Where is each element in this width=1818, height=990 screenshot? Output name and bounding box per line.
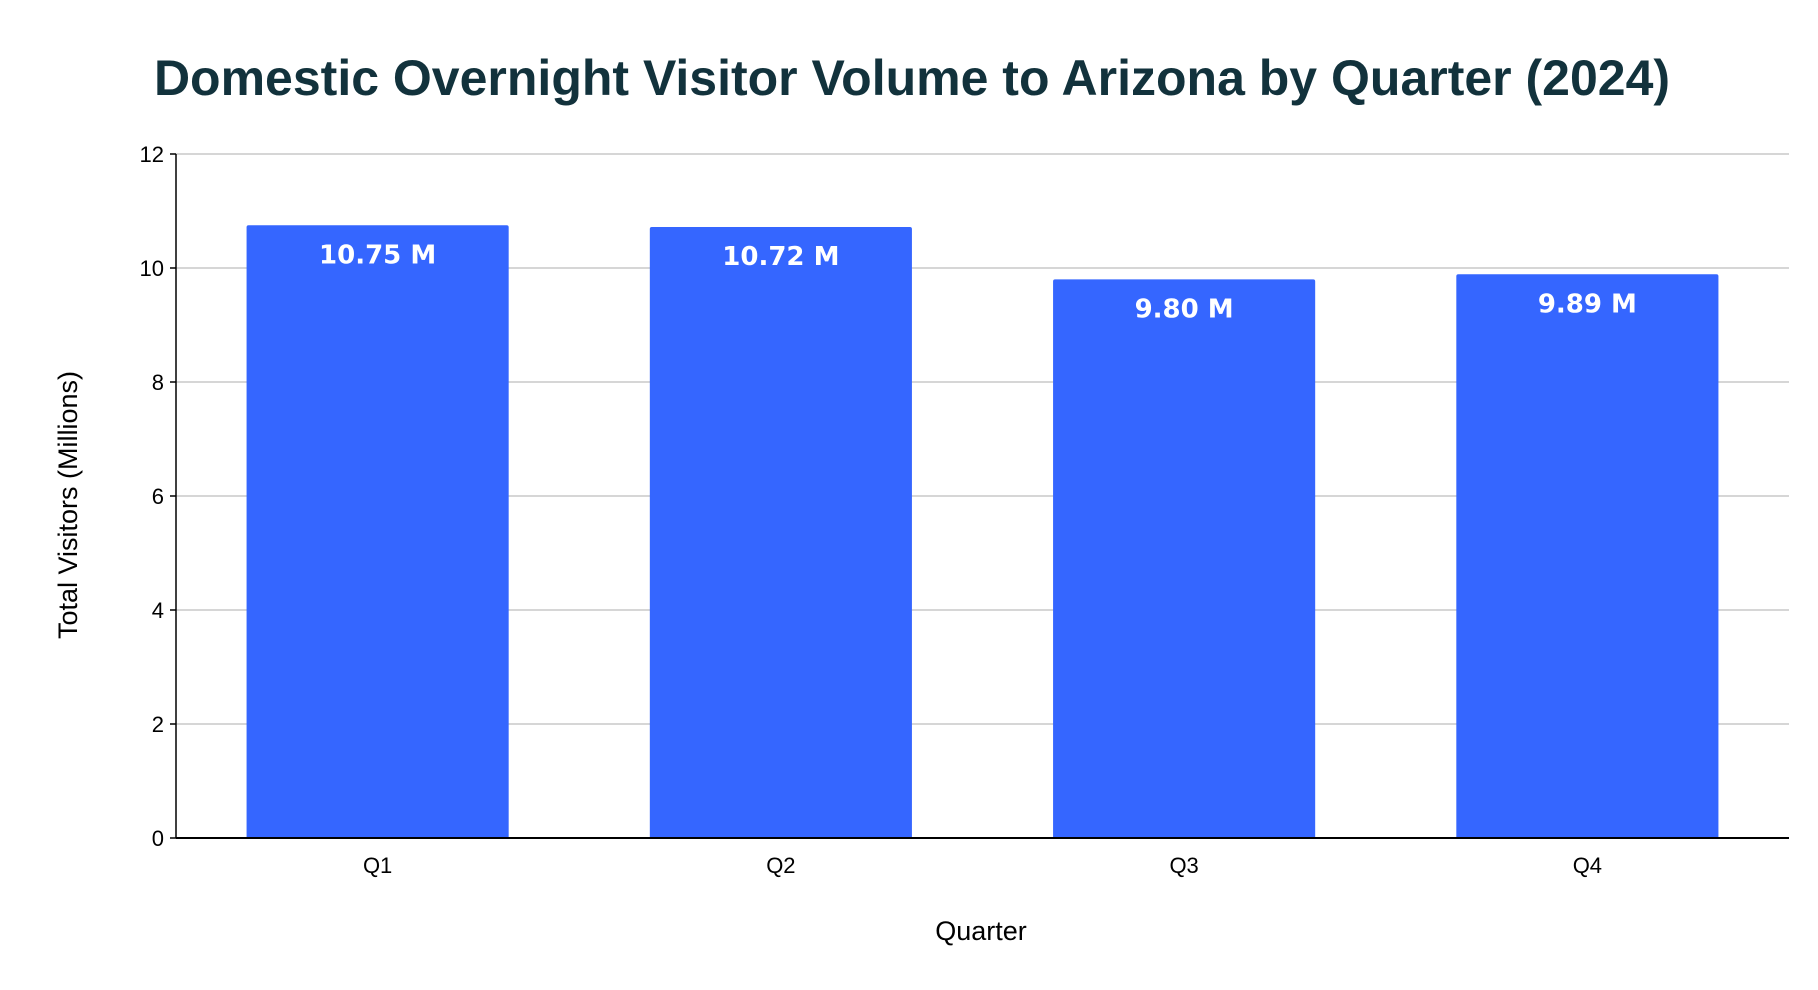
- data-label-q1: 10.75 M: [319, 240, 436, 270]
- data-label-q3: 9.80 M: [1135, 294, 1234, 324]
- x-tick-label: Q2: [766, 853, 795, 878]
- y-axis-title: Total Visitors (Millions): [53, 371, 83, 639]
- x-tick-label: Q3: [1169, 853, 1198, 878]
- x-tick-labels: Q1 Q2 Q3 Q4: [363, 853, 1602, 878]
- y-tick-label: 2: [152, 712, 164, 737]
- data-label-q2: 10.72 M: [722, 242, 839, 272]
- bar-q2: [649, 226, 912, 838]
- data-labels: 10.75 M 10.72 M 9.80 M 9.89 M: [319, 240, 1637, 324]
- bar-q1: [246, 225, 509, 838]
- bar-q4: [1456, 274, 1719, 838]
- x-axis-title: Quarter: [935, 916, 1027, 946]
- bars: [246, 225, 1719, 838]
- y-tick-label: 0: [152, 826, 164, 851]
- axes: [170, 153, 1789, 839]
- y-tick-label: 12: [140, 142, 164, 167]
- y-tick-labels: 0 2 4 6 8 10 12: [140, 142, 164, 851]
- y-tick-label: 8: [152, 370, 164, 395]
- x-tick-label: Q4: [1573, 853, 1602, 878]
- y-tick-label: 6: [152, 484, 164, 509]
- data-label-q4: 9.89 M: [1538, 289, 1637, 319]
- y-tick-label: 4: [152, 598, 164, 623]
- y-tick-label: 10: [140, 256, 164, 281]
- chart-title: Domestic Overnight Visitor Volume to Ari…: [154, 50, 1670, 106]
- bar-q3: [1053, 279, 1316, 838]
- x-tick-label: Q1: [363, 853, 392, 878]
